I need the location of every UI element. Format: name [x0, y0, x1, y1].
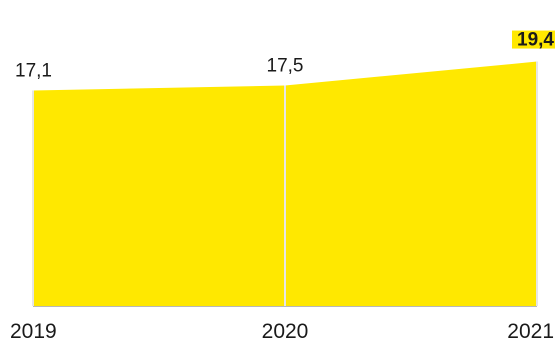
x-tick-label-2020: 2020 — [262, 320, 309, 338]
tick-layer: 2019 2020 2021 — [10, 320, 554, 338]
label-layer: 17,1 17,5 19,4 — [15, 30, 555, 82]
x-tick-label-2021: 2021 — [507, 320, 554, 338]
value-label-2021: 19,4 — [517, 30, 554, 51]
value-highlight-box — [512, 30, 555, 49]
value-label-2019: 17,1 — [15, 61, 52, 82]
separator-layer — [32, 61, 538, 306]
value-label-2020: 17,5 — [267, 56, 304, 77]
x-tick-label-2019: 2019 — [10, 320, 57, 338]
